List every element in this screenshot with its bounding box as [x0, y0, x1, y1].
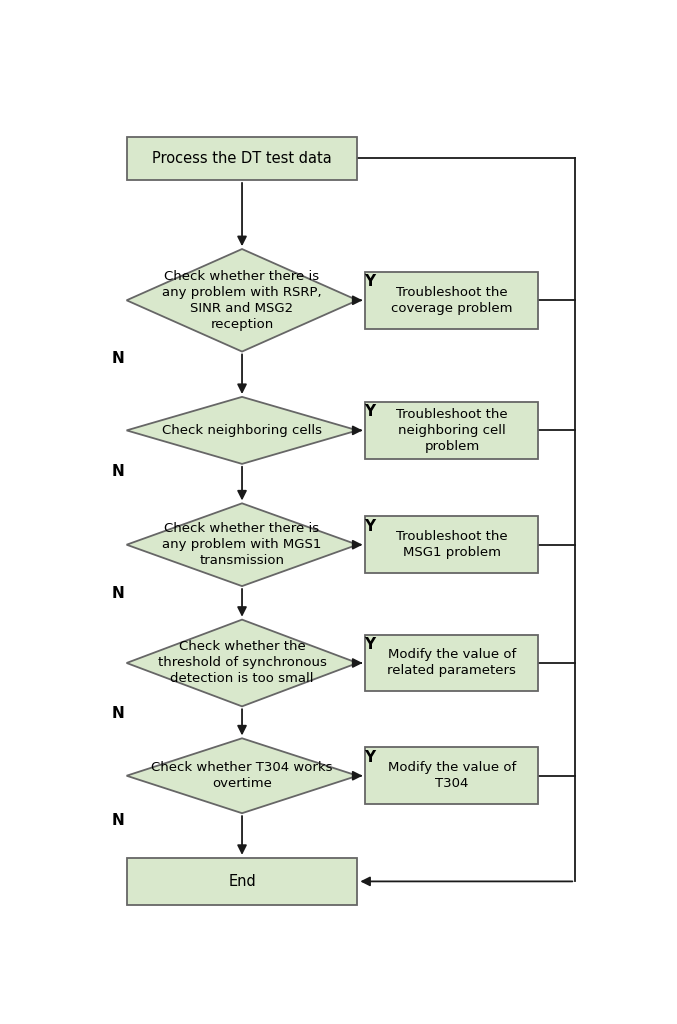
- Text: Modify the value of
related parameters: Modify the value of related parameters: [387, 648, 517, 678]
- Text: Y: Y: [364, 518, 375, 534]
- Text: Troubleshoot the
MSG1 problem: Troubleshoot the MSG1 problem: [396, 530, 508, 559]
- FancyBboxPatch shape: [366, 516, 538, 573]
- FancyBboxPatch shape: [366, 635, 538, 691]
- Text: N: N: [111, 813, 124, 828]
- FancyBboxPatch shape: [366, 272, 538, 329]
- Text: N: N: [111, 586, 124, 601]
- Text: N: N: [111, 351, 124, 367]
- Text: Y: Y: [364, 274, 375, 289]
- Text: Troubleshoot the
neighboring cell
problem: Troubleshoot the neighboring cell proble…: [396, 408, 508, 453]
- Polygon shape: [127, 249, 357, 351]
- Text: Check whether the
threshold of synchronous
detection is too small: Check whether the threshold of synchrono…: [158, 640, 326, 685]
- Text: Check whether T304 works
overtime: Check whether T304 works overtime: [151, 761, 333, 791]
- Text: Y: Y: [364, 750, 375, 765]
- Text: Check whether there is
any problem with RSRP,
SINR and MSG2
reception: Check whether there is any problem with …: [162, 269, 322, 331]
- Text: Y: Y: [364, 637, 375, 652]
- Polygon shape: [127, 504, 357, 586]
- Polygon shape: [127, 620, 357, 707]
- FancyBboxPatch shape: [127, 136, 357, 180]
- Polygon shape: [127, 397, 357, 464]
- Text: Troubleshoot the
coverage problem: Troubleshoot the coverage problem: [391, 286, 512, 314]
- Text: Modify the value of
T304: Modify the value of T304: [388, 761, 516, 791]
- FancyBboxPatch shape: [366, 402, 538, 459]
- Text: N: N: [111, 707, 124, 721]
- Text: Check whether there is
any problem with MGS1
transmission: Check whether there is any problem with …: [162, 522, 322, 567]
- FancyBboxPatch shape: [366, 748, 538, 804]
- Text: Process the DT test data: Process the DT test data: [152, 151, 332, 166]
- Text: Check neighboring cells: Check neighboring cells: [162, 424, 322, 437]
- FancyBboxPatch shape: [127, 858, 357, 905]
- Text: N: N: [111, 464, 124, 479]
- Text: Y: Y: [364, 404, 375, 419]
- Polygon shape: [127, 738, 357, 813]
- Text: End: End: [228, 873, 256, 889]
